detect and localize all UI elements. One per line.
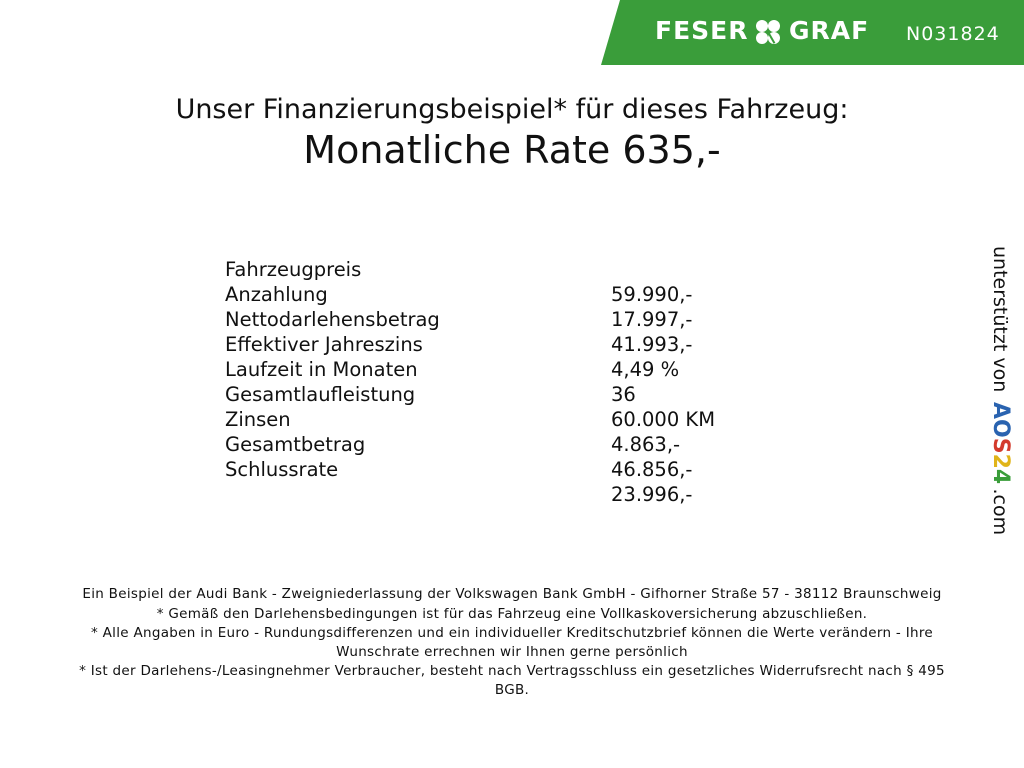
row-label: Fahrzeugpreis bbox=[225, 258, 362, 281]
brand-left: FESER bbox=[655, 16, 749, 45]
row-label: Effektiver Jahreszins bbox=[225, 333, 423, 356]
row-value: 36 bbox=[611, 383, 636, 406]
monthly-rate: Monatliche Rate 635,- bbox=[303, 128, 721, 172]
sponsor-logo: AOS24 bbox=[988, 402, 1013, 484]
row-label: Zinsen bbox=[225, 408, 291, 431]
finance-table: Fahrzeugpreis 59.990,- Anzahlung 17.997,- Ne… bbox=[225, 257, 745, 506]
title: Unser Finanzierungsbeispiel* für dieses … bbox=[175, 94, 849, 125]
table-row: Nettodarlehensbetrag 41.993,- bbox=[225, 307, 745, 356]
row-value: 46.856,- bbox=[611, 458, 693, 481]
footnote: * Alle Angaben in Euro - Rundungsdiffere… bbox=[90, 625, 933, 660]
table-row: Effektiver Jahreszins 4,49 % bbox=[225, 332, 745, 381]
row-value: 60.000 KM bbox=[611, 408, 716, 431]
sponsor: unterstützt von AOS24 .com bbox=[988, 246, 1013, 535]
table-row: Fahrzeugpreis 59.990,- bbox=[225, 257, 745, 306]
row-label: Nettodarlehensbetrag bbox=[225, 308, 440, 331]
brand-right: GRAF bbox=[789, 16, 870, 45]
clover-icon bbox=[756, 20, 780, 44]
row-label: Anzahlung bbox=[225, 283, 328, 306]
logo-letter: O bbox=[988, 419, 1013, 438]
header-banner bbox=[601, 0, 1024, 65]
sponsor-suffix: .com bbox=[989, 488, 1011, 536]
vehicle-code: N031824 bbox=[906, 23, 1000, 45]
row-value: 4,49 % bbox=[611, 358, 680, 381]
footnote: Ein Beispiel der Audi Bank - Zweignieder… bbox=[82, 586, 942, 602]
row-label: Gesamtbetrag bbox=[225, 433, 366, 456]
row-value: 59.990,- bbox=[611, 283, 693, 306]
row-value: 4.863,- bbox=[611, 433, 681, 456]
table-row: Schlussrate 23.996,- bbox=[225, 457, 745, 506]
footnote: * Gemäß den Darlehensbedingungen ist für… bbox=[156, 605, 868, 622]
table-row: Gesamtbetrag 46.856,- bbox=[225, 432, 745, 481]
logo-letter: A bbox=[988, 402, 1013, 420]
row-label: Laufzeit in Monaten bbox=[225, 358, 418, 381]
logo-letter: 4 bbox=[988, 469, 1013, 485]
table-row: Laufzeit in Monaten 36 bbox=[225, 357, 745, 406]
row-value: 23.996,- bbox=[611, 483, 693, 506]
footnotes: Ein Beispiel der Audi Bank - Zweignieder… bbox=[62, 585, 962, 700]
table-row: Zinsen 4.863,- bbox=[225, 407, 745, 456]
table-row: Anzahlung 17.997,- bbox=[225, 282, 745, 331]
logo-letter: S bbox=[988, 437, 1013, 454]
row-value: 17.997,- bbox=[611, 308, 693, 331]
banner-shape bbox=[601, 0, 1024, 65]
row-value: 41.993,- bbox=[611, 333, 693, 356]
row-label: Gesamtlaufleistung bbox=[225, 383, 416, 406]
row-label: Schlussrate bbox=[225, 458, 339, 481]
footnote: * Ist der Darlehens-/Leasingnehmer Verbr… bbox=[79, 663, 945, 698]
sponsor-text: unterstützt von bbox=[989, 246, 1011, 393]
logo-letter: 2 bbox=[988, 453, 1013, 470]
table-row: Gesamtlaufleistung 60.000 KM bbox=[225, 382, 745, 431]
